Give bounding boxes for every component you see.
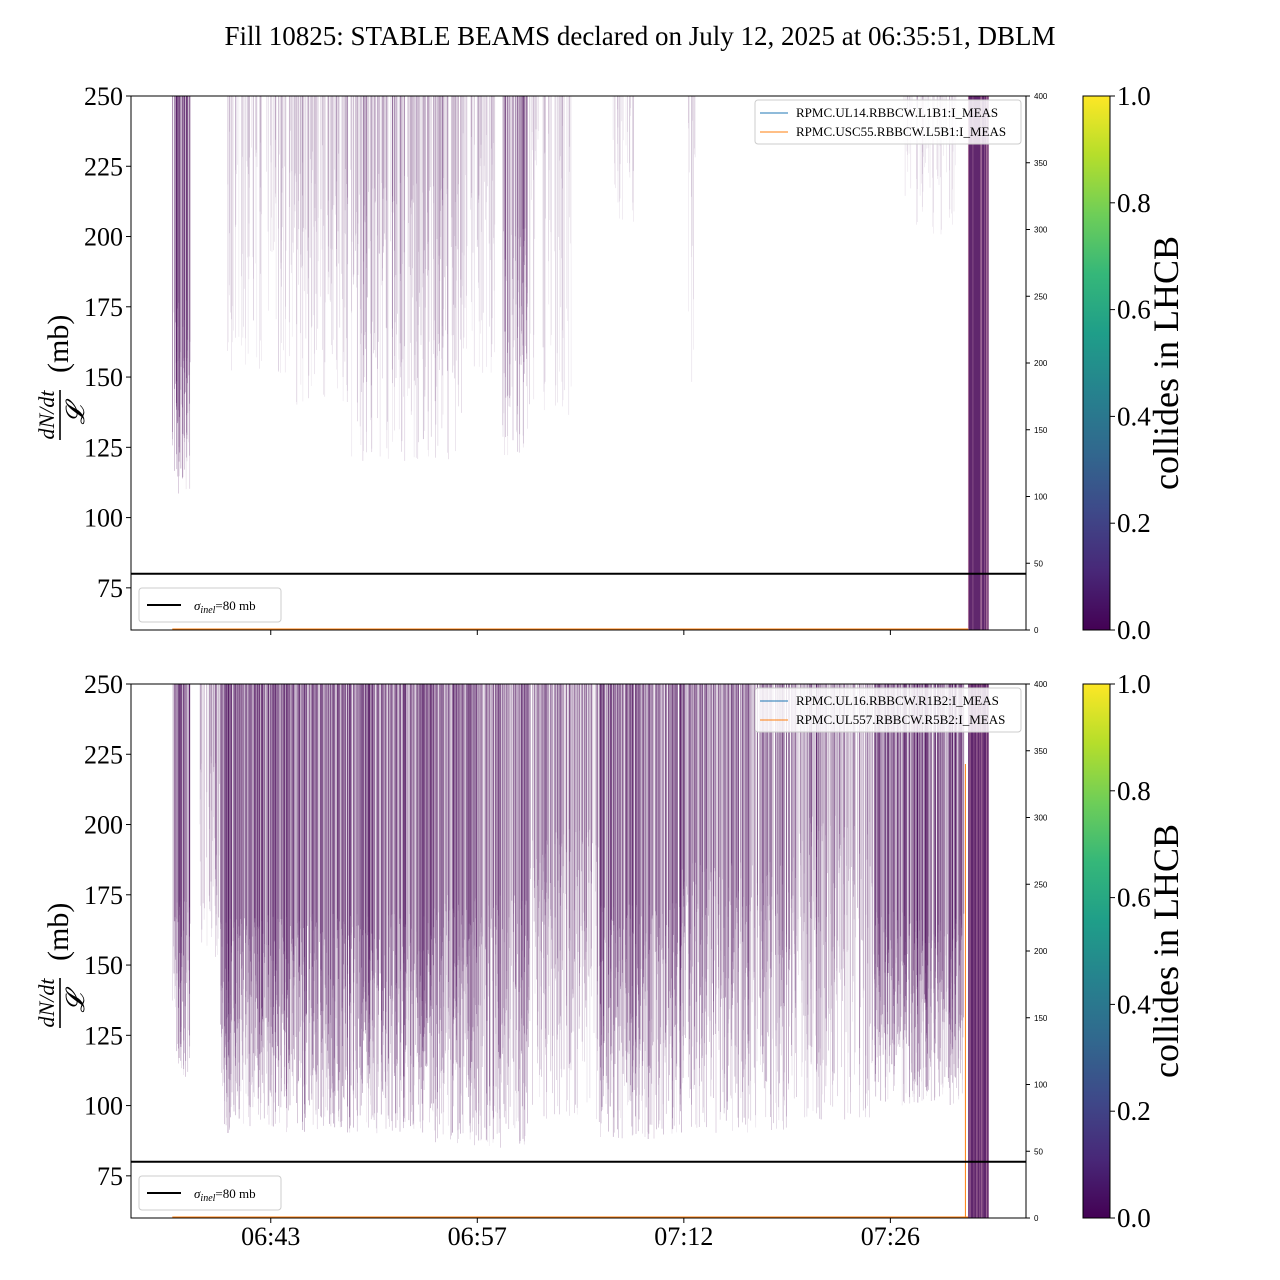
colorbar-tick-label: 0.2 [1117,1096,1151,1126]
y2-tick-label: 200 [1034,947,1048,956]
colorbar-tick-label: 0.8 [1117,776,1151,806]
y-tick-label: 225 [84,740,123,769]
colorbar-tick-label: 0.2 [1117,508,1151,538]
panel-top: 75 100 125 150 175 200 225 250 0 50 100 150 200 250 3… [34,82,1048,635]
y-tick-label: 225 [84,152,123,181]
ylabel-top: dN/dt 𝓛 (mb) [34,315,91,440]
ylabel-bottom: dN/dt 𝓛 (mb) [34,903,91,1028]
y-tick-label: 250 [84,670,123,699]
colorbar-label: collides in LHCB [1146,824,1186,1078]
ylabel-denominator: 𝓛 [61,398,91,424]
colorbar-gradient [1082,95,1111,631]
ylabel-unit: (mb) [42,903,75,961]
legend-box [754,99,1022,145]
traces-bottom [172,684,989,1218]
y2-tick-label: 150 [1034,426,1048,435]
y-tick-label: 125 [84,433,123,462]
x-tick-label: 06:43 [241,1222,300,1251]
y-tick-label: 100 [84,504,123,533]
y2-tick-label: 300 [1034,814,1048,823]
y2-tick-label: 100 [1034,1081,1048,1090]
series-legend-top: RPMC.UL14.RBBCW.L1B1:I_MEAS RPMC.USC55.RB… [754,99,1022,145]
colorbar-tick-label: 0.6 [1117,295,1151,325]
colorbar-bottom: 0.0 0.2 0.4 0.6 0.8 1.0 collides in LHCB [1082,669,1186,1233]
colorbar-tick-label: 0.0 [1117,1203,1151,1233]
y2-tick-label: 200 [1034,359,1048,368]
y2-tick-label: 350 [1034,747,1048,756]
series-legend-bottom: RPMC.UL16.RBBCW.R1B2:I_MEAS RPMC.UL557.RB… [754,687,1022,733]
y-tick-label: 150 [84,363,123,392]
trace-block [968,684,989,1218]
legend-entry: RPMC.UL14.RBBCW.L1B1:I_MEAS [796,105,998,120]
plot-frame-top [130,95,1027,631]
x-axis-bottom: 06:43 06:57 07:12 07:26 [241,1218,920,1251]
ylabel-numerator: dN/dt [34,390,59,440]
trace-block [968,96,989,630]
y2-axis-top: 0 50 100 150 200 250 300 350 400 [1026,92,1048,635]
y2-axis-bottom: 0 50 100 150 200 250 300 350 400 [1026,680,1048,1223]
colorbar-tick-label: 0.4 [1117,401,1151,431]
y-tick-label: 175 [84,293,123,322]
ylabel-denominator: 𝓛 [61,986,91,1012]
y2-tick-label: 300 [1034,226,1048,235]
y-tick-label: 200 [84,223,123,252]
y-tick-label: 250 [84,82,123,111]
colorbar-tick-label: 0.4 [1117,989,1151,1019]
y-tick-label: 100 [84,1092,123,1121]
colorbar-top: 0.0 0.2 0.4 0.6 0.8 1.0 collides in LHCB [1082,81,1186,645]
y-tick-label: 75 [97,574,123,603]
y2-tick-label: 150 [1034,1014,1048,1023]
y2-tick-label: 350 [1034,159,1048,168]
sigma-legend-bottom: σinel=80 mb [138,1175,282,1211]
colorbar-tick-label: 0.0 [1117,615,1151,645]
y2-tick-label: 400 [1034,680,1048,689]
sigma-legend-label: σinel=80 mb [194,1186,256,1204]
legend-entry: RPMC.UL16.RBBCW.R1B2:I_MEAS [796,693,999,708]
legend-entry: RPMC.UL557.RBBCW.R5B2:I_MEAS [796,712,1005,727]
colorbar-tick-label: 0.8 [1117,188,1151,218]
y2-tick-label: 250 [1034,292,1048,301]
y-axis-top: 75 100 125 150 175 200 225 250 [84,82,131,603]
y-tick-label: 175 [84,881,123,910]
x-tick-label: 07:26 [861,1222,920,1251]
y2-tick-label: 0 [1034,626,1039,635]
colorbar-tick-label: 1.0 [1117,81,1151,111]
sigma-legend-label: σinel=80 mb [194,598,256,616]
y2-tick-label: 100 [1034,493,1048,502]
panel-bottom: 75 100 125 150 175 200 225 250 0 50 100 150 200 250 3… [34,670,1048,1251]
y-tick-label: 75 [97,1162,123,1191]
y-tick-label: 125 [84,1021,123,1050]
x-tick-label: 06:57 [448,1222,507,1251]
ylabel-numerator: dN/dt [34,978,59,1028]
figure-title: Fill 10825: STABLE BEAMS declared on Jul… [224,21,1055,51]
x-tick-label: 07:12 [654,1222,713,1251]
legend-box [138,1175,282,1211]
x-axis-top [270,630,891,635]
y2-tick-label: 50 [1034,559,1043,568]
y2-tick-label: 50 [1034,1147,1043,1156]
y-axis-bottom: 75 100 125 150 175 200 225 250 [84,670,131,1191]
y2-tick-label: 250 [1034,880,1048,889]
y2-tick-label: 400 [1034,92,1048,101]
ylabel-unit: (mb) [42,315,75,373]
traces-top [172,96,989,630]
y-tick-label: 150 [84,951,123,980]
colorbar-tick-label: 0.6 [1117,883,1151,913]
colorbar-tick-label: 1.0 [1117,669,1151,699]
y-tick-label: 200 [84,811,123,840]
legend-box [138,587,282,623]
sigma-legend-top: σinel=80 mb [138,587,282,623]
colorbar-label: collides in LHCB [1146,236,1186,490]
y2-tick-label: 0 [1034,1214,1039,1223]
colorbar-gradient [1082,683,1111,1219]
legend-entry: RPMC.USC55.RBBCW.L5B1:I_MEAS [796,124,1006,139]
legend-box [754,687,1022,733]
